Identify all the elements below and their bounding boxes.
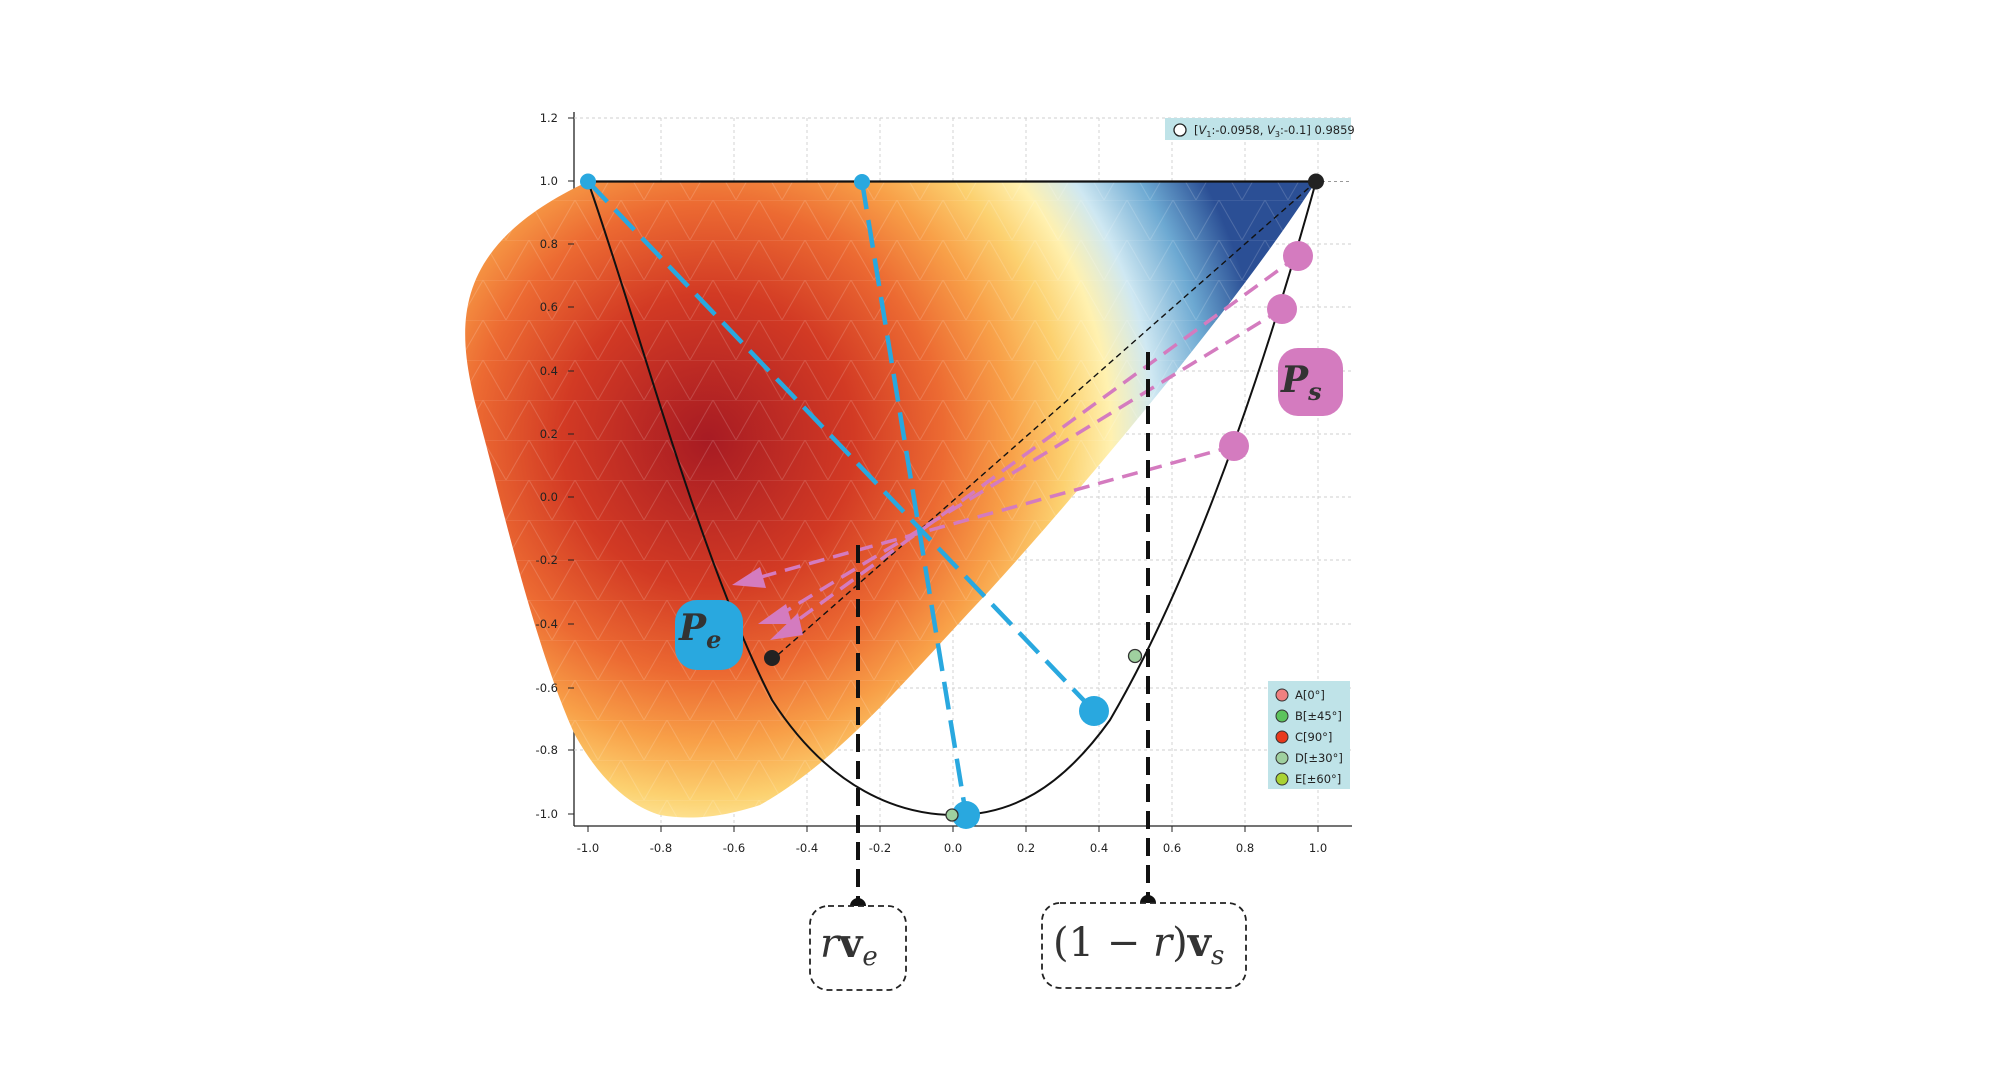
- pe-label-text: Pe: [678, 607, 721, 654]
- y-tick-label: 0.2: [540, 427, 558, 441]
- legend-marker: [1275, 730, 1289, 744]
- y-tick-label: 0.4: [540, 364, 558, 378]
- blue-points: [580, 173, 1109, 829]
- legend-marker: [1275, 688, 1289, 702]
- y-tick-label: 0.0: [540, 490, 558, 504]
- x-tick-label: -0.2: [869, 841, 891, 855]
- y-ticks: [568, 117, 574, 815]
- diagonal-dashed-line: [771, 180, 1317, 661]
- pink-start-point: [1267, 294, 1297, 324]
- y-tick-label: 0.8: [540, 237, 558, 251]
- y-tick-label: 1.2: [540, 111, 558, 125]
- legend-label: A[0°]: [1295, 688, 1325, 702]
- info-marker-icon: [1173, 123, 1187, 137]
- pink-arrows: [749, 254, 1300, 635]
- legend-marker: [1275, 709, 1289, 723]
- info-box: [V1:-0.0958, V3:-0.1] 0.9859: [1165, 118, 1355, 140]
- y-tick-label: -0.2: [536, 553, 558, 567]
- x-tick-label: 0.8: [1236, 841, 1254, 855]
- pink-start-points: [1219, 241, 1313, 461]
- y-tick-label: -0.6: [536, 681, 558, 695]
- legend-marker: [1275, 751, 1289, 765]
- x-tick-label: -0.8: [650, 841, 672, 855]
- x-tick-label: -1.0: [577, 841, 599, 855]
- legend-marker: [1275, 772, 1289, 786]
- legend-label: C[90°]: [1295, 730, 1332, 744]
- pink-start-point: [1219, 431, 1249, 461]
- arrowhead: [758, 604, 792, 624]
- vs-formula: (1 − r)vs: [1053, 919, 1224, 971]
- legend-label: D[±30°]: [1295, 751, 1343, 765]
- x-tick-label: 1.0: [1309, 841, 1327, 855]
- y-tick-labels: 1.2 1.0 0.8 0.6 0.4 0.2 0.0 -0.2 -0.4 -0…: [536, 111, 558, 821]
- pink-arrow-heads: [732, 567, 803, 640]
- arrowhead: [770, 613, 803, 640]
- x-ticks: [587, 826, 1319, 832]
- x-tick-label: 0.0: [944, 841, 962, 855]
- rve-formula: rve: [820, 920, 878, 972]
- legend-label: E[±60°]: [1295, 772, 1341, 786]
- y-tick-label: -0.8: [536, 743, 558, 757]
- arrowhead: [732, 567, 766, 588]
- blue-point: [580, 173, 596, 190]
- blue-point: [952, 801, 980, 829]
- blue-point: [854, 174, 870, 190]
- x-tick-label: 0.6: [1163, 841, 1181, 855]
- parabola-left-branch: [587, 181, 956, 816]
- rve-box: rve: [809, 905, 907, 991]
- y-tick-label: -1.0: [536, 807, 558, 821]
- ps-label-text: Ps: [1280, 359, 1322, 406]
- info-text: [V1:-0.0958, V3:-0.1] 0.9859: [1194, 123, 1355, 139]
- black-point: [764, 650, 780, 666]
- x-tick-label: 0.2: [1017, 841, 1035, 855]
- pe-label: Pe: [675, 600, 743, 670]
- blue-lines: [586, 179, 1096, 816]
- y-tick-label: 0.6: [540, 300, 558, 314]
- green-point: [945, 808, 959, 822]
- legend-label: B[±45°]: [1295, 709, 1342, 723]
- y-tick-label: -0.4: [536, 617, 558, 631]
- vs-box: (1 − r)vs: [1041, 902, 1247, 989]
- green-point: [1127, 648, 1143, 664]
- x-tick-label: -0.6: [723, 841, 745, 855]
- blue-point: [1079, 696, 1109, 726]
- y-tick-label: 1.0: [540, 174, 558, 188]
- x-tick-label: 0.4: [1090, 841, 1108, 855]
- pink-start-point: [1283, 241, 1313, 271]
- ps-label: Ps: [1278, 348, 1343, 416]
- parabola-right-branch: [954, 181, 1317, 816]
- x-tick-labels: -1.0 -0.8 -0.6 -0.4 -0.2 0.0 0.2 0.4 0.6…: [577, 841, 1327, 855]
- black-point: [1308, 173, 1324, 190]
- legend: A[0°] B[±45°] C[90°] D[±30°] E[±60°]: [1268, 681, 1350, 789]
- x-tick-label: -0.4: [796, 841, 818, 855]
